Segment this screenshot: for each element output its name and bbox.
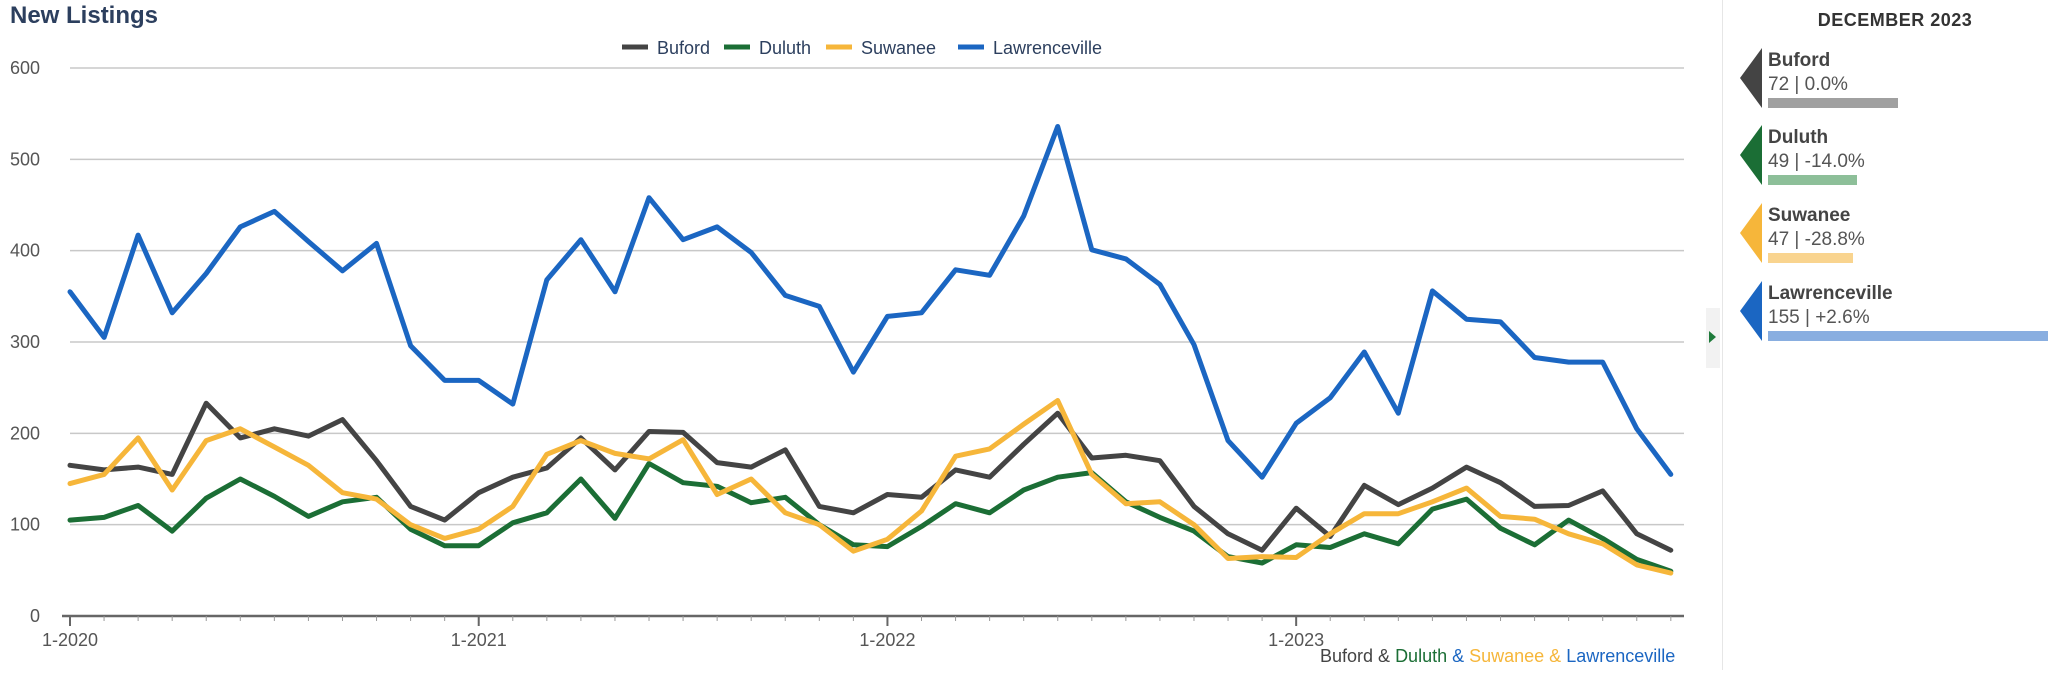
sidebar-city-stat: 47 | -28.8%	[1768, 229, 1865, 250]
series-line-buford	[67, 400, 1674, 553]
sidebar-city-stat: 49 | -14.0%	[1768, 151, 1865, 172]
legend: Buford Duluth Suwanee Lawrenceville	[622, 38, 1102, 58]
sidebar-value-bar	[1768, 253, 1853, 263]
x-axis: 1-2020 1-2021 1-2022 1-2023	[42, 614, 1684, 650]
x-tick-label: 1-2023	[1268, 630, 1324, 650]
grid-lines	[70, 67, 1684, 526]
series-line-suwanee	[67, 398, 1674, 576]
legend-label-lawrenceville: Lawrenceville	[993, 38, 1102, 58]
series-line-lawrenceville	[67, 124, 1674, 480]
footer-part: &	[1447, 646, 1470, 666]
y-axis: 0 100 200 300 400 500 600	[10, 58, 40, 626]
series-lines	[67, 124, 1674, 576]
y-tick-label: 100	[10, 515, 40, 535]
pointer-arrow-icon	[1740, 281, 1762, 341]
sidebar-item-duluth: Duluth 49 | -14.0%	[1740, 125, 2064, 201]
sidebar-city-name: Suwanee	[1768, 205, 1851, 226]
pointer-arrow-icon	[1740, 203, 1762, 263]
footer-part: Buford	[1320, 646, 1374, 666]
pointer-arrow-icon	[1740, 48, 1762, 108]
sidebar-city-stat: 72 | 0.0%	[1768, 74, 1848, 95]
summary-sidebar: DECEMBER 2023 Buford 72 | 0.0% Duluth 49 | …	[1740, 0, 2064, 670]
sidebar-item-lawrenceville: Lawrenceville 155 | +2.6%	[1740, 281, 2064, 357]
pointer-arrow-icon	[1740, 125, 1762, 185]
footer-part: Lawrenceville	[1566, 646, 1676, 666]
y-tick-label: 200	[10, 423, 40, 443]
sidebar-city-name: Lawrenceville	[1768, 283, 1893, 304]
legend-label-buford: Buford	[657, 38, 710, 58]
x-tick-label: 1-2021	[451, 630, 507, 650]
sidebar-city-stat: 155 | +2.6%	[1768, 307, 1870, 328]
series-line-duluth	[67, 461, 1674, 574]
footer-part: Duluth	[1395, 646, 1448, 666]
footer-part: Suwanee	[1469, 646, 1545, 666]
sidebar-item-buford: Buford 72 | 0.0%	[1740, 48, 2064, 124]
y-tick-label: 600	[10, 58, 40, 78]
y-tick-label: 300	[10, 332, 40, 352]
legend-label-suwanee: Suwanee	[861, 38, 936, 58]
chart-title: New Listings	[10, 2, 159, 29]
sidebar-value-bar	[1768, 98, 1898, 108]
x-tick-label: 1-2022	[859, 630, 915, 650]
footer-part: &	[1544, 646, 1567, 666]
chart-area: 0 100 200 300 400 500 600 1-2020 1-2021 1-2022 1-…	[10, 38, 1684, 650]
sidebar-title: DECEMBER 2023	[1817, 10, 1973, 30]
sidebar-city-name: Buford	[1768, 50, 1831, 71]
x-tick-label: 1-2020	[42, 630, 98, 650]
sidebar-divider	[1722, 0, 1723, 670]
sidebar-item-suwanee: Suwanee 47 | -28.8%	[1740, 203, 2064, 279]
sidebar-value-bar	[1768, 175, 1857, 185]
y-tick-label: 400	[10, 241, 40, 261]
y-tick-label: 500	[10, 149, 40, 169]
sidebar-toggle[interactable]	[1706, 308, 1720, 368]
legend-label-duluth: Duluth	[759, 38, 811, 58]
y-tick-label: 0	[30, 606, 40, 626]
sidebar-value-bar	[1768, 331, 2048, 341]
footer-part: &	[1373, 646, 1396, 666]
sidebar-city-name: Duluth	[1768, 127, 1829, 148]
city-comparison-label: Buford & Duluth & Suwanee & Lawrencevill…	[1320, 646, 1675, 667]
expand-arrow-icon	[1709, 331, 1716, 343]
